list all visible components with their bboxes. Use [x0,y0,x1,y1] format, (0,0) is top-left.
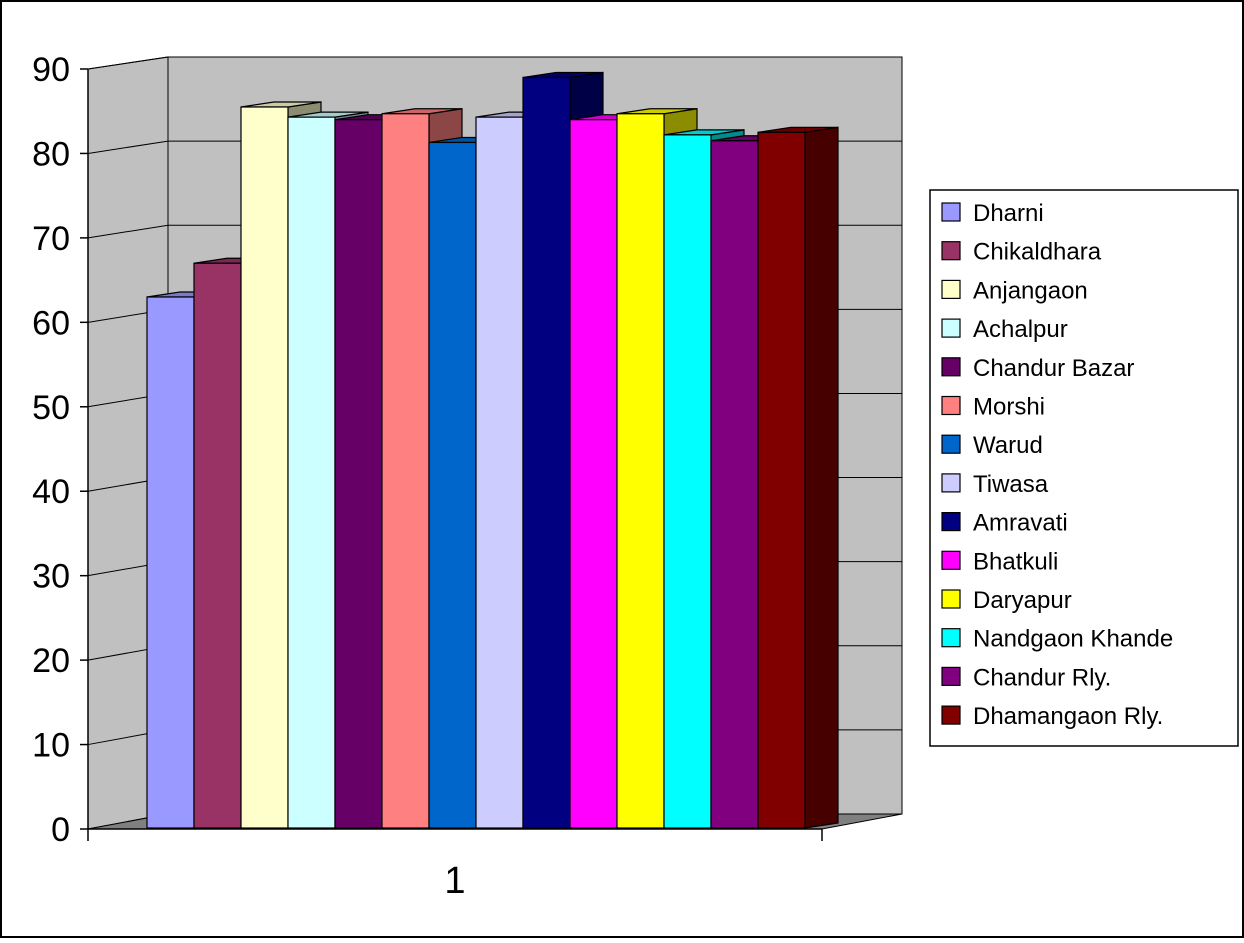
bar-series-group [146,71,839,829]
y-tick-label: 60 [32,304,70,342]
bar-front [381,113,430,829]
legend-item: Tiwasa [941,471,1049,498]
bar-side [804,126,839,829]
legend-box [929,189,1239,747]
x-axis: 1 [87,828,823,902]
legend-label: Chandur Rly. [973,664,1111,691]
y-tick-label: 40 [32,473,70,511]
legend-label: Morshi [973,394,1045,421]
bar-front [522,76,571,829]
y-tick-label: 30 [32,558,70,596]
bar-front [569,119,618,829]
legend-swatch [941,511,961,532]
bar-front [334,119,383,829]
legend-swatch [941,279,961,299]
legend-label: Achalpur [973,316,1068,343]
legend-swatch [941,395,961,416]
legend-item: Anjangaon [941,277,1088,304]
bar-front [616,113,665,829]
legend-swatch [941,434,961,454]
legend-swatch [941,550,961,570]
x-tick-label: 1 [444,860,465,902]
legend-item: Chandur Rly. [941,664,1111,691]
bar-front [240,106,289,829]
legend-label: Nandgaon Khande [973,626,1173,653]
legend-item: Dharni [941,200,1044,227]
bar-front [475,116,524,829]
legend-item: Morshi [941,394,1045,421]
gridline [87,56,902,70]
y-tick-label: 80 [32,135,70,173]
legend-item: Amravati [941,510,1068,537]
legend-swatch [941,473,961,493]
legend-label: Dhamangaon Rly. [973,703,1163,730]
bar-dhamangaon-rly [757,126,839,829]
legend-swatch [941,202,961,222]
bar-front [428,141,477,829]
legend-swatch [941,705,961,725]
legend-swatch [941,628,961,648]
legend-item: Chikaldhara [941,239,1102,266]
legend-swatch [941,357,961,377]
legend-swatch [941,241,961,261]
y-tick-label: 20 [32,642,70,680]
legend-item: Warud [941,432,1043,459]
legend-item: Dhamangaon Rly. [941,703,1163,730]
y-tick-label: 0 [51,811,70,849]
legend-label: Bhatkuli [973,548,1058,575]
legend-label: Warud [973,432,1043,459]
legend-label: Dharni [973,200,1044,227]
legend-label: Amravati [973,510,1068,537]
bar-front [710,140,759,829]
legend-item: Chandur Bazar [941,355,1134,382]
legend-item: Daryapur [941,587,1072,614]
legend-label: Chandur Bazar [973,355,1134,382]
bar-front [287,116,336,829]
y-tick-label: 90 [32,51,70,89]
legend: Dharni Chikaldhara Anjangaon Achalpur Chandu… [929,189,1239,747]
legend-swatch [941,666,961,687]
legend-label: Daryapur [973,587,1072,614]
legend-swatch [941,589,961,609]
bar-front [663,134,712,829]
legend-label: Tiwasa [973,471,1049,498]
legend-swatch [941,318,961,338]
legend-item: Nandgaon Khande [941,626,1173,653]
y-tick-label: 10 [32,727,70,765]
legend-label: Anjangaon [973,277,1088,304]
bar-front [757,131,806,829]
legend-label: Chikaldhara [973,239,1102,266]
bar-front [146,296,195,829]
y-tick-label: 70 [32,220,70,258]
y-tick-label: 50 [32,389,70,427]
legend-item: Bhatkuli [941,548,1058,575]
bar-front [193,262,242,829]
y-axis: 0 10 20 30 40 50 60 70 80 90 [32,51,89,849]
legend-item: Achalpur [941,316,1068,343]
